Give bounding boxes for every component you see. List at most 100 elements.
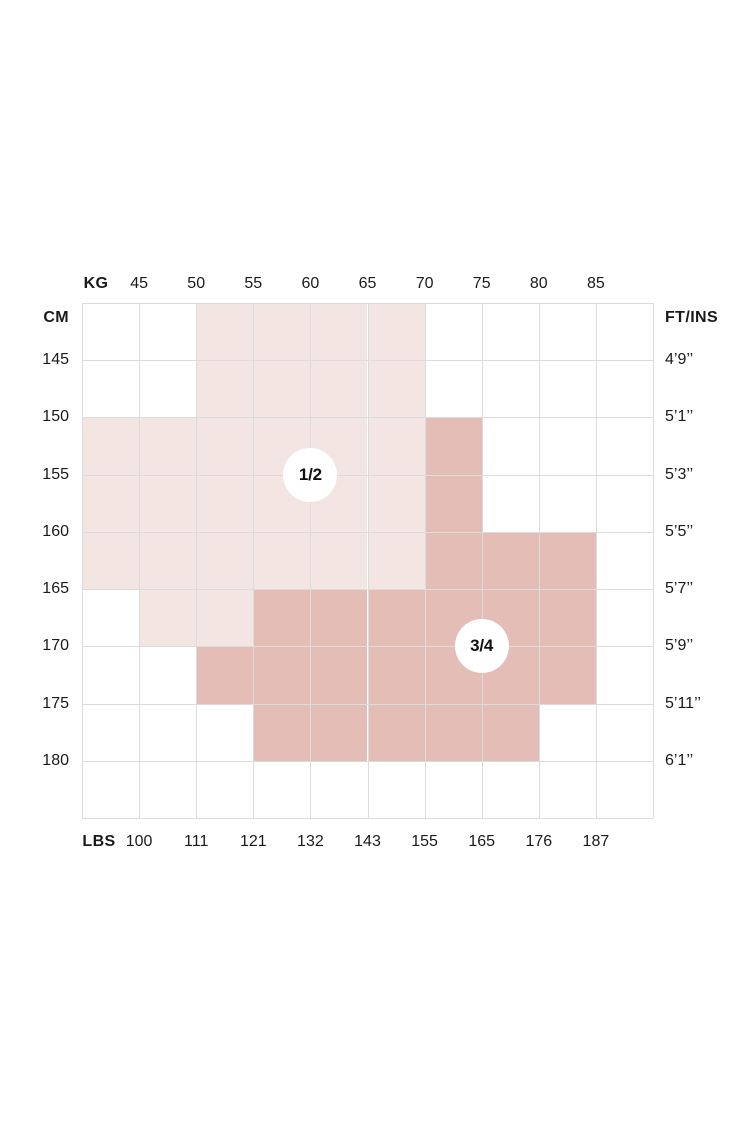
gridline-horizontal [82,646,653,647]
size-chart-plot-area [82,303,654,819]
size-cell [310,360,368,418]
axis-unit-ftins: FT/INS [665,309,719,326]
size-cell [367,360,425,418]
gridline-horizontal [82,475,653,476]
size-cell [253,589,311,647]
size-cell [196,474,254,532]
gridline-horizontal [82,761,653,762]
size-cell [139,531,197,590]
size-cell [367,303,425,361]
gridline-vertical [82,303,83,818]
cm-tick-155: 155 [42,465,69,483]
size-cell [481,703,539,761]
kg-tick-60: 60 [301,275,320,292]
kg-tick-70: 70 [415,275,434,292]
axis-unit-kg: KG [83,275,109,292]
kg-tick-45: 45 [130,275,148,292]
size-cell [424,531,482,590]
cm-tick-145: 145 [42,351,69,369]
size-badge-3-4: 3/4 [454,619,509,674]
gridline-vertical [253,303,254,818]
gridline-horizontal [82,589,653,590]
size-cell-layer [82,303,653,818]
gridline-horizontal [82,360,653,361]
size-cell [367,531,425,590]
size-cell [310,646,368,704]
gridline-horizontal [82,303,653,304]
size-cell [424,703,482,761]
lbs-tick-187: 187 [582,833,610,850]
axis-unit-cm: CM [43,309,69,326]
gridline-horizontal [82,532,653,533]
kg-tick-80: 80 [529,275,548,292]
size-cell [538,646,596,704]
kg-tick-85: 85 [586,275,605,292]
size-cell [310,531,368,590]
size-cell [310,703,368,761]
cm-tick-175: 175 [42,694,69,712]
ftins-tick-5: 5’9’’ [665,637,694,655]
ftins-tick-4: 5’7’’ [665,580,694,598]
cm-tick-150: 150 [42,408,69,426]
gridline-vertical [310,303,311,818]
size-cell [196,303,254,361]
size-cell [424,474,482,532]
size-cell [367,703,425,761]
gridline-horizontal [82,417,653,418]
size-cell [253,646,311,704]
gridline-horizontal [82,818,653,819]
size-cell [367,417,425,475]
ftins-tick-1: 5’1’’ [665,408,694,426]
size-cell [196,531,254,590]
size-cell [424,417,482,475]
size-cell [139,474,197,532]
ftins-tick-7: 6’1’’ [665,751,694,769]
gridline-vertical [425,303,426,818]
cm-tick-165: 165 [42,580,69,598]
size-cell [367,474,425,532]
gridline-vertical [653,303,654,818]
kg-tick-55: 55 [244,275,263,292]
size-cell [139,589,197,647]
cm-tick-160: 160 [42,522,69,540]
size-cell [538,531,596,590]
gridline-vertical [196,303,197,818]
size-cell [481,531,539,590]
lbs-tick-100: 100 [125,833,153,850]
ftins-tick-3: 5’5’’ [665,522,694,540]
size-cell [538,589,596,647]
gridline-vertical [482,303,483,818]
lbs-tick-111: 111 [184,833,209,850]
lbs-tick-132: 132 [297,833,324,850]
lbs-tick-176: 176 [525,833,553,850]
kg-tick-65: 65 [358,275,377,292]
size-cell [82,474,140,532]
size-cell [367,589,425,647]
kg-tick-75: 75 [472,275,491,292]
size-cell [367,646,425,704]
ftins-tick-6: 5’11’’ [665,694,701,712]
cm-tick-180: 180 [42,751,69,769]
size-cell [196,589,254,647]
lbs-tick-165: 165 [468,833,496,850]
ftins-tick-0: 4’9’’ [665,351,694,369]
size-cell [310,589,368,647]
size-cell [253,360,311,418]
cm-tick-170: 170 [42,637,69,655]
size-cell [310,303,368,361]
lbs-tick-121: 121 [239,833,267,850]
size-cell [196,417,254,475]
gridline-vertical [596,303,597,818]
lbs-tick-155: 155 [411,833,438,850]
size-cell [253,531,311,590]
size-cell [253,303,311,361]
size-cell [82,531,140,590]
size-badge-1-2: 1/2 [283,447,338,502]
gridline-vertical [368,303,369,818]
gridline-vertical [139,303,140,818]
size-cell [196,360,254,418]
kg-tick-50: 50 [187,275,206,292]
gridline-vertical [539,303,540,818]
axis-unit-lbs: LBS [82,833,116,850]
